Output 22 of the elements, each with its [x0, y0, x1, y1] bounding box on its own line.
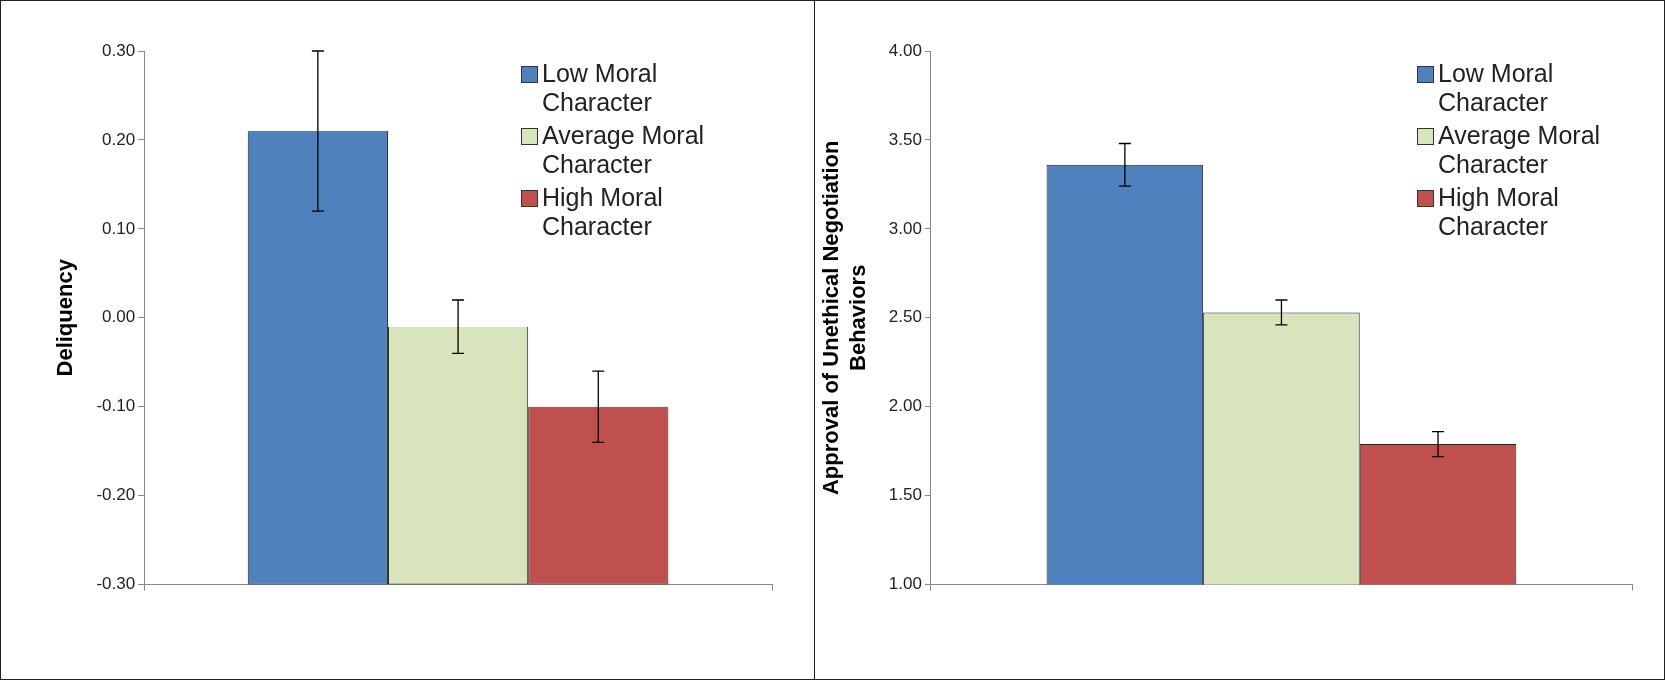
y-tick-label: 0.20: [102, 129, 136, 149]
y-tick-label: 2.50: [888, 307, 922, 327]
y-tick-label: 1.00: [888, 574, 922, 594]
legend-label: High Moral Character: [1438, 183, 1560, 241]
y-tick-label: 0.10: [102, 218, 136, 238]
y-axis-title: Approval of Unethical Negotiation Behaviors: [818, 140, 870, 496]
y-tick-label: 3.00: [888, 218, 922, 238]
legend-label: Low Moral Character: [542, 59, 659, 117]
y-tick-label: -0.30: [96, 574, 136, 594]
y-tick-label: 1.50: [888, 485, 922, 505]
y-tick-label: 2.00: [888, 396, 922, 416]
y-tick-label: 0.00: [102, 307, 136, 327]
y-tick-label: -0.10: [96, 396, 136, 416]
legend-label: Average Moral Character: [1438, 121, 1602, 179]
y-tick-label: 3.50: [888, 129, 922, 149]
y-axis-title: Deliquency: [52, 258, 78, 377]
legend-label: High Moral Character: [542, 183, 664, 241]
y-tick-label: -0.20: [96, 485, 136, 505]
y-tick-label: 4.00: [888, 40, 922, 60]
legend-label: Average Moral Character: [542, 121, 706, 179]
y-tick-label: 0.30: [102, 40, 136, 60]
legend-label: Low Moral Character: [1438, 59, 1555, 117]
